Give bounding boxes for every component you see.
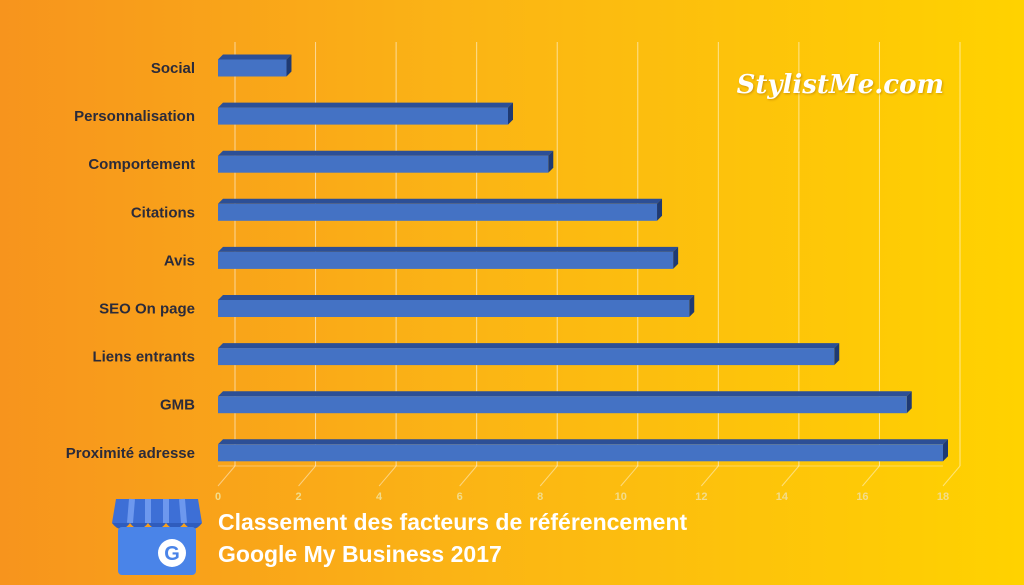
gridline-floor — [700, 465, 719, 487]
category-label: Liens entrants — [92, 349, 195, 366]
bar — [218, 348, 835, 366]
bar-top — [218, 391, 912, 397]
bar-top — [218, 295, 695, 300]
gridline-floor — [862, 465, 880, 487]
brand-watermark: StylistMe.com — [736, 70, 944, 100]
bar-side — [673, 246, 679, 269]
category-label: Citations — [131, 204, 195, 221]
gridline-floor — [539, 465, 558, 487]
x-tick-label: 18 — [937, 491, 949, 503]
bar-top — [218, 102, 513, 108]
svg-text:G: G — [164, 543, 180, 565]
bar — [218, 444, 943, 462]
caption-line-1: Classement des facteurs de référencement — [218, 509, 688, 535]
gridline-floor — [942, 465, 961, 487]
bar-top — [218, 246, 679, 252]
bar — [218, 155, 549, 173]
x-tick-label: 16 — [856, 491, 868, 503]
bar-side — [548, 150, 554, 173]
category-label: GMB — [160, 397, 195, 414]
chart-caption: Classement des facteurs de référencement… — [218, 506, 687, 570]
bar-side — [508, 102, 513, 125]
bar-top — [218, 439, 948, 445]
category-label: SEO On page — [99, 301, 195, 318]
category-label: Personnalisation — [74, 108, 195, 125]
x-tick-label: 0 — [215, 491, 221, 503]
bar — [218, 300, 690, 317]
x-tick-label: 4 — [376, 491, 383, 503]
gridline-floor — [298, 465, 316, 487]
gridline-floor — [378, 465, 397, 487]
bar-top — [218, 150, 554, 156]
bar — [218, 107, 508, 125]
caption-line-2: Google My Business 2017 — [218, 541, 502, 567]
bar-side — [906, 391, 912, 414]
gridline-floor — [459, 465, 478, 487]
google-my-business-icon: G — [112, 498, 202, 575]
category-label: Avis — [164, 252, 195, 269]
x-tick-label: 8 — [537, 491, 543, 503]
x-tick-label: 2 — [295, 491, 301, 503]
bar — [218, 251, 674, 269]
bar-top — [218, 343, 840, 349]
gridline-floor — [620, 465, 639, 487]
gridline-floor — [781, 465, 800, 487]
x-tick-label: 10 — [615, 491, 627, 503]
x-tick-label: 12 — [695, 491, 707, 503]
bar-side — [657, 198, 663, 221]
bar-side — [286, 54, 292, 77]
bar — [218, 59, 287, 77]
bar — [218, 203, 658, 221]
bar-top — [218, 54, 292, 60]
x-tick-label: 14 — [776, 491, 789, 503]
category-label: Comportement — [88, 156, 195, 173]
bar-top — [218, 198, 663, 204]
gridline-floor — [217, 465, 236, 487]
bar-side — [943, 439, 948, 462]
category-label: Social — [151, 60, 195, 77]
x-tick-label: 6 — [457, 491, 463, 503]
bar-side — [689, 295, 695, 317]
category-label: Proximité adresse — [66, 445, 195, 462]
bar-side — [834, 343, 840, 366]
bar — [218, 396, 907, 414]
